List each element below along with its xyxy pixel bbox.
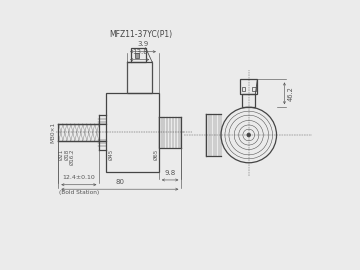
Text: (Bold Station): (Bold Station) xyxy=(59,190,99,195)
Text: MFZ11-37YC(P1): MFZ11-37YC(P1) xyxy=(109,30,172,39)
Text: Ø21: Ø21 xyxy=(58,149,63,160)
Bar xyxy=(252,87,256,91)
Text: 80: 80 xyxy=(115,179,124,185)
Bar xyxy=(240,79,257,94)
Bar xyxy=(106,93,159,172)
Bar xyxy=(127,62,152,93)
Text: M30×1: M30×1 xyxy=(51,122,56,143)
Bar xyxy=(131,48,146,62)
Text: 9.8: 9.8 xyxy=(165,170,176,176)
Text: Ø18: Ø18 xyxy=(64,149,69,160)
Bar xyxy=(242,94,255,107)
Circle shape xyxy=(247,133,251,137)
Text: 13.8: 13.8 xyxy=(132,49,148,55)
Text: Ø45: Ø45 xyxy=(109,149,114,160)
Text: 12.4±0.10: 12.4±0.10 xyxy=(63,176,95,180)
Bar xyxy=(242,87,245,91)
Text: 3.9: 3.9 xyxy=(138,42,149,48)
Bar xyxy=(135,53,139,58)
Text: Ø16.2: Ø16.2 xyxy=(70,149,75,165)
Text: Ø65: Ø65 xyxy=(154,149,159,160)
Text: 46.2: 46.2 xyxy=(287,86,293,101)
